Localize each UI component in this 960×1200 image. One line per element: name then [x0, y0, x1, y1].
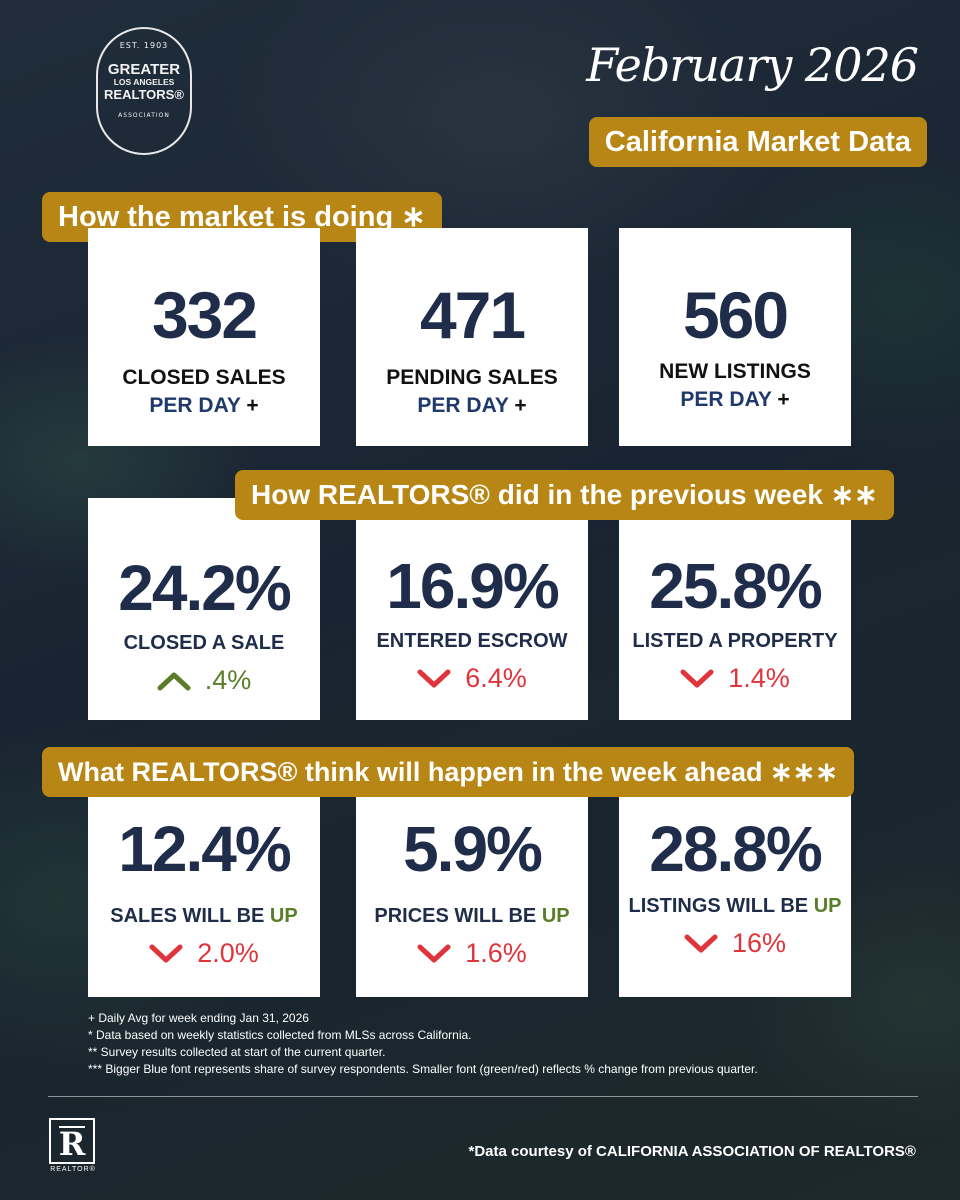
- label-text: PRICES WILL BE: [374, 905, 537, 927]
- logo-line1: GREATER: [107, 61, 181, 78]
- footnote: ** Survey results collected at start of …: [88, 1045, 386, 1059]
- stat-card-sales-up: 12.4% SALES WILL BE UP 2.0%: [88, 795, 320, 997]
- change-value: 2.0%: [197, 938, 259, 968]
- stat-change: 1.4%: [619, 663, 851, 694]
- stat-value: 16.9%: [386, 550, 559, 622]
- realtor-r-icon: R: [49, 1118, 95, 1164]
- stat-sublabel: PER DAY +: [619, 388, 851, 412]
- stat-value: 560: [682, 278, 789, 352]
- sublabel-text: PER DAY: [417, 394, 509, 417]
- stat-card-listed-a-property: 25.8% LISTED A PROPERTY 1.4%: [619, 520, 851, 720]
- stat-value: 471: [419, 278, 526, 352]
- stat-label: LISTED A PROPERTY: [632, 630, 838, 652]
- section-previous-week-heading: How REALTORS® did in the previous week ∗…: [235, 470, 894, 520]
- stat-change: 1.6%: [356, 938, 588, 969]
- stat-card-closed-a-sale: 24.2% CLOSED A SALE .4%: [88, 498, 320, 720]
- stat-label: SALES WILL BE UP: [88, 905, 320, 928]
- stat-label: CLOSED SALES: [122, 366, 286, 389]
- stat-card-entered-escrow: 16.9% ENTERED ESCROW 6.4%: [356, 520, 588, 720]
- stat-change: .4%: [88, 665, 320, 696]
- realtor-wordmark: REALTOR®: [50, 1166, 96, 1173]
- stat-label: LISTINGS WILL BE UP: [619, 895, 851, 918]
- stat-label: CLOSED A SALE: [123, 632, 285, 654]
- chevron-down-icon: [149, 944, 183, 962]
- up-word: UP: [269, 905, 298, 927]
- stat-label: NEW LISTINGS: [659, 360, 811, 383]
- stat-card-closed-sales: 332 CLOSED SALES PER DAY +: [88, 228, 320, 446]
- stat-value: 24.2%: [118, 552, 291, 624]
- section-week-ahead-heading: What REALTORS® think will happen in the …: [42, 747, 854, 797]
- logo-line4: ASSOCIATION: [118, 112, 170, 119]
- stat-label: PENDING SALES: [386, 366, 558, 389]
- stat-card-listings-up: 28.8% LISTINGS WILL BE UP 16%: [619, 795, 851, 997]
- realtor-logo: R REALTOR®: [49, 1118, 97, 1173]
- sublabel-text: PER DAY: [680, 388, 772, 411]
- chevron-down-icon: [680, 669, 714, 687]
- stat-value: 12.4%: [118, 813, 291, 885]
- chevron-down-icon: [684, 934, 718, 952]
- plus-marker: +: [246, 394, 259, 417]
- data-credit: *Data courtesy of CALIFORNIA ASSOCIATION…: [468, 1143, 916, 1160]
- stat-value: 25.8%: [649, 550, 822, 622]
- sublabel-text: PER DAY: [149, 394, 241, 417]
- stat-sublabel: PER DAY +: [356, 394, 588, 418]
- stat-label: PRICES WILL BE UP: [356, 905, 588, 928]
- stat-card-new-listings: 560 NEW LISTINGS PER DAY +: [619, 228, 851, 446]
- chevron-down-icon: [417, 669, 451, 687]
- footnote: + Daily Avg for week ending Jan 31, 2026: [88, 1011, 309, 1025]
- stat-change: 6.4%: [356, 663, 588, 694]
- footer-divider: [48, 1096, 918, 1097]
- page-subtitle: California Market Data: [588, 117, 927, 167]
- change-value: 1.4%: [728, 663, 790, 693]
- chevron-down-icon: [417, 944, 451, 962]
- stat-value: 5.9%: [403, 813, 543, 885]
- logo-est: EST. 1903: [119, 41, 169, 50]
- stat-label: ENTERED ESCROW: [376, 630, 568, 652]
- change-value: .4%: [204, 665, 252, 695]
- plus-marker: +: [514, 394, 527, 417]
- footnote: * Data based on weekly statistics collec…: [88, 1028, 472, 1042]
- stat-sublabel: PER DAY +: [88, 394, 320, 418]
- stat-card-prices-up: 5.9% PRICES WILL BE UP 1.6%: [356, 795, 588, 997]
- footnotes: + Daily Avg for week ending Jan 31, 2026…: [88, 1010, 758, 1078]
- stat-change: 16%: [619, 928, 851, 959]
- realtor-mark: R: [58, 1125, 86, 1163]
- change-value: 1.6%: [465, 938, 527, 968]
- glar-logo: EST. 1903 GREATER LOS ANGELES REALTORS® …: [96, 27, 192, 155]
- label-text: SALES WILL BE: [110, 905, 265, 927]
- stat-value: 28.8%: [649, 813, 822, 885]
- stat-value: 332: [151, 278, 258, 352]
- change-value: 6.4%: [465, 663, 527, 693]
- realtor-bar: [59, 1126, 85, 1128]
- up-word: UP: [541, 905, 570, 927]
- change-value: 16%: [731, 928, 787, 958]
- up-word: UP: [813, 895, 842, 917]
- label-text: LISTINGS WILL BE: [628, 895, 809, 917]
- logo-line3: REALTORS®: [104, 87, 184, 102]
- stat-change: 2.0%: [88, 938, 320, 969]
- footnote: *** Bigger Blue font represents share of…: [88, 1062, 758, 1076]
- chevron-up-icon: [157, 672, 191, 690]
- logo-line2: LOS ANGELES: [113, 77, 175, 87]
- plus-marker: +: [777, 388, 790, 411]
- page-title: February 2026: [586, 38, 919, 92]
- stat-card-pending-sales: 471 PENDING SALES PER DAY +: [356, 228, 588, 446]
